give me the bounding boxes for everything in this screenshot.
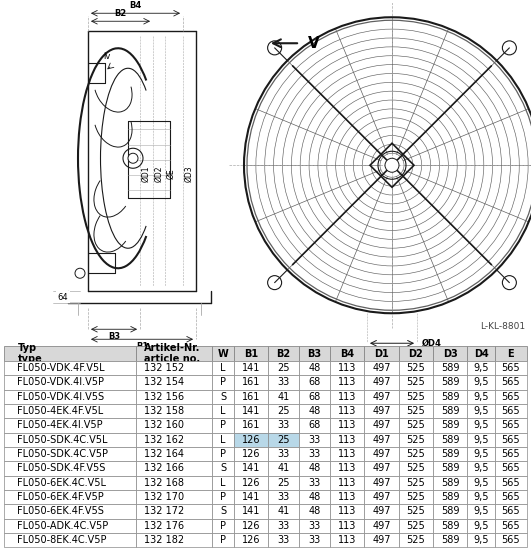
Text: V: V [308,36,320,51]
Text: ØE: ØE [166,168,175,179]
Circle shape [128,153,138,163]
Text: ØD2: ØD2 [154,165,163,182]
Circle shape [385,158,399,172]
Text: B4: B4 [130,1,142,10]
Text: B2: B2 [114,9,126,18]
Text: B1: B1 [136,342,148,351]
Text: ØD4: ØD4 [422,339,442,348]
Text: ØD1: ØD1 [141,165,150,182]
Text: 64: 64 [58,293,68,302]
Text: L-KL-8801: L-KL-8801 [480,322,525,331]
Text: ØD3: ØD3 [184,165,193,182]
Text: lv: lv [104,52,110,61]
Text: B3: B3 [108,332,120,341]
